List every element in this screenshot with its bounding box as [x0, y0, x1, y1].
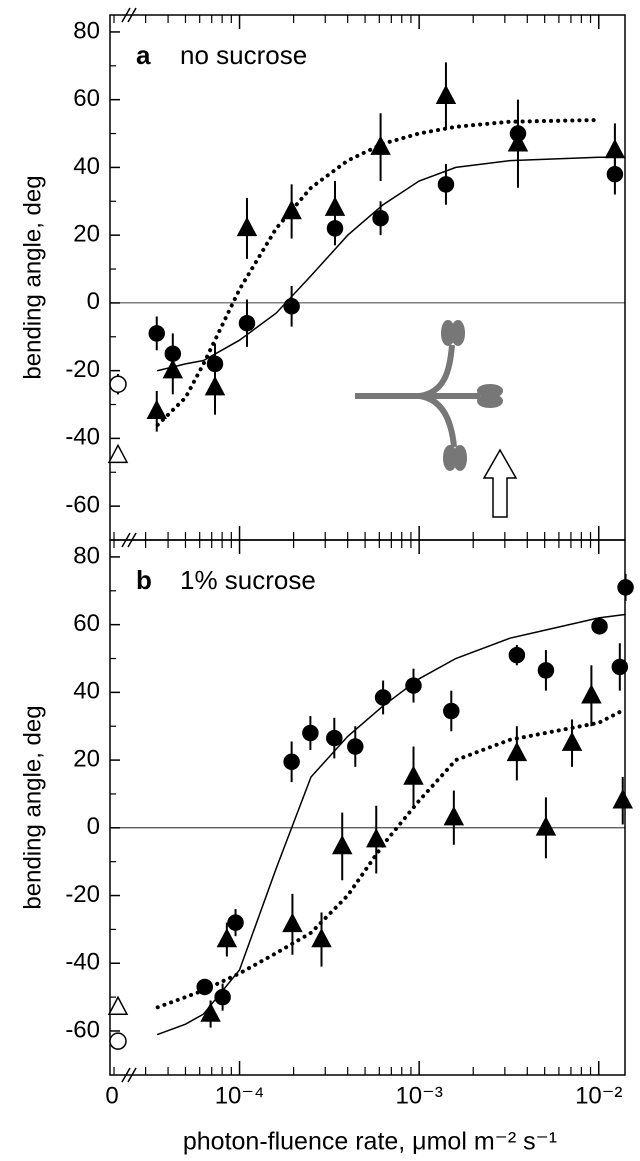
- axis-break: [121, 7, 137, 1083]
- y-tick-label: 60: [73, 85, 100, 112]
- data-point: [326, 729, 343, 747]
- data-point: [507, 132, 529, 152]
- data-point: [236, 216, 258, 237]
- data-point: [283, 298, 300, 315]
- data-point: [372, 209, 389, 227]
- panel: -60 -40 -20 0 20 40 60 80 a no sucrose bending ang…: [19, 14, 626, 541]
- data-point: [617, 579, 634, 596]
- data-point: [443, 806, 465, 826]
- data-point: [347, 738, 364, 755]
- x-tick-label: 10⁻⁴: [215, 1082, 265, 1109]
- data-point: [148, 325, 166, 342]
- plot-frame: [109, 14, 626, 541]
- data-point: [238, 314, 256, 332]
- data-point: [403, 765, 424, 785]
- y-tick-label: -20: [65, 356, 100, 383]
- y-tick-label: -40: [65, 949, 100, 976]
- y-tick-label: 60: [73, 610, 100, 637]
- y-tick-label: 40: [73, 678, 100, 705]
- data-point: [227, 914, 244, 931]
- data-point: [561, 731, 583, 751]
- y-tick-label: 40: [73, 153, 100, 180]
- data-point: [443, 702, 460, 720]
- data-point: [604, 138, 626, 159]
- data-point: [204, 375, 226, 396]
- data-point: [162, 359, 184, 379]
- data-point: [109, 1032, 127, 1050]
- data-point: [374, 689, 392, 706]
- data-point: [370, 135, 391, 155]
- x-tick-label: 0: [105, 1082, 118, 1109]
- y-tick-label: 0: [87, 288, 100, 315]
- data-point: [200, 1002, 221, 1022]
- x-tick-label: 10⁻³: [395, 1082, 442, 1109]
- data-point: [611, 658, 629, 676]
- data-point: [216, 927, 238, 948]
- data-point: [508, 646, 526, 664]
- fit-line: [155, 707, 627, 1010]
- data-point: [107, 995, 129, 1016]
- data-point: [537, 662, 555, 679]
- y-tick-label: -20: [65, 881, 100, 908]
- data-point: [437, 176, 455, 193]
- light-arrow: [482, 448, 518, 518]
- plot-frame: [109, 539, 626, 1076]
- data-point: [282, 912, 303, 933]
- y-tick-label: -60: [65, 491, 100, 518]
- y-tick-label: 20: [73, 221, 100, 248]
- panel: -60 -40 -20 0 20 40 60 80 b 1% sucrose bending ang…: [19, 539, 634, 1076]
- data-point: [324, 196, 346, 216]
- y-tick-label: 80: [73, 17, 100, 44]
- data-point: [283, 753, 300, 771]
- data-point: [612, 789, 633, 809]
- data-point: [535, 816, 557, 836]
- data-point: [435, 84, 457, 105]
- fit-line: [155, 118, 601, 427]
- data-point: [366, 828, 387, 848]
- data-point: [107, 443, 129, 464]
- data-point: [109, 375, 127, 393]
- y-axis-label: bending angle, deg: [19, 175, 46, 379]
- y-axis-label: bending angle, deg: [19, 705, 46, 909]
- y-tick-label: 80: [73, 542, 100, 569]
- data-point: [146, 399, 168, 420]
- data-point: [591, 618, 608, 635]
- seedling-diagram: [355, 320, 503, 471]
- data-point: [302, 724, 319, 742]
- data-point: [581, 684, 602, 704]
- panel-title: no sucrose: [180, 40, 307, 70]
- y-tick-label: -60: [65, 1016, 100, 1043]
- data-point: [405, 677, 422, 694]
- panel-label: a: [136, 40, 151, 70]
- data-point: [311, 927, 332, 948]
- data-point: [506, 741, 528, 762]
- x-tick-label: 10⁻²: [575, 1082, 622, 1109]
- y-tick-label: 20: [73, 745, 100, 772]
- panel-label: b: [136, 565, 152, 595]
- fit-line: [156, 613, 626, 1036]
- panel-title: 1% sucrose: [180, 565, 316, 595]
- fit-line: [156, 156, 614, 372]
- y-tick-label: 0: [87, 813, 100, 840]
- x-axis-label: photon-fluence rate, μmol m⁻² s⁻¹: [183, 1128, 557, 1156]
- y-tick-label: -40: [65, 424, 100, 451]
- data-point: [331, 834, 353, 855]
